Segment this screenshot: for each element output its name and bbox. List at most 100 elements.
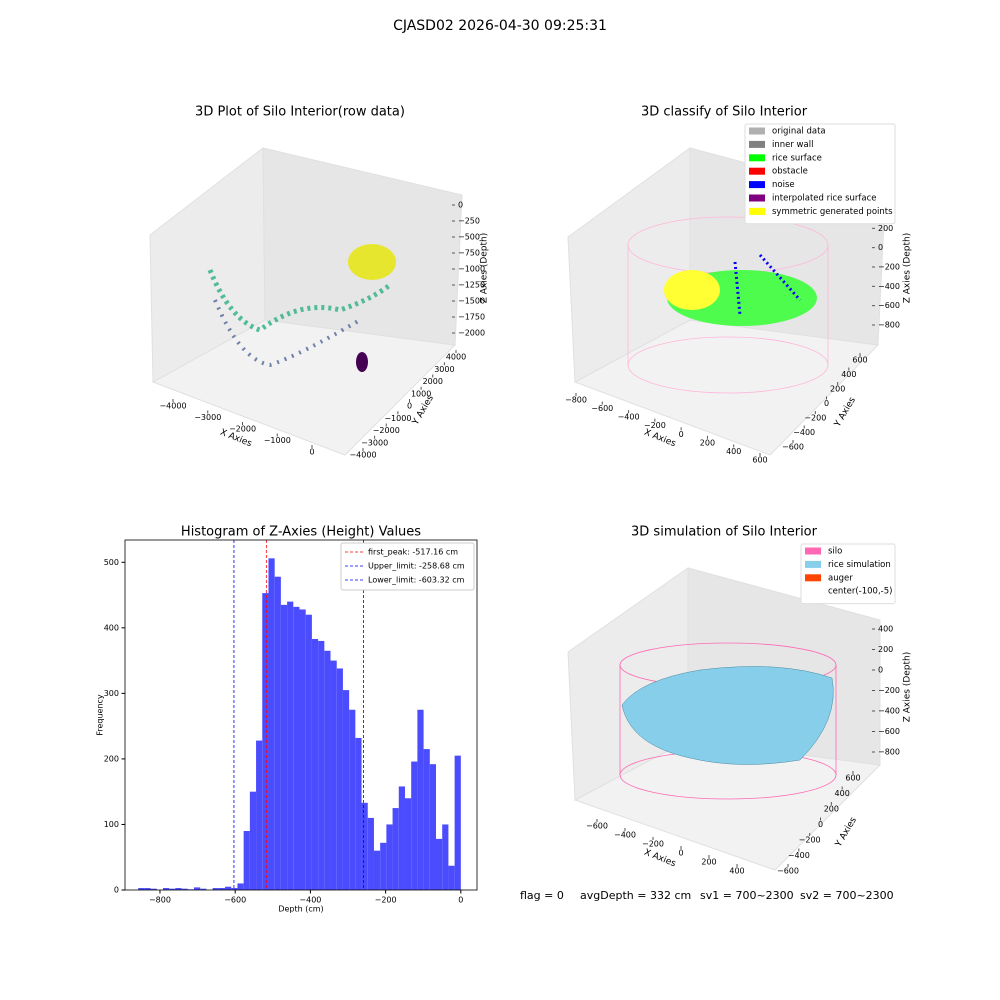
histogram-bar bbox=[194, 887, 201, 890]
z-tick-label: −800 bbox=[878, 748, 900, 757]
histogram-bar bbox=[392, 808, 399, 890]
histogram-bar bbox=[436, 838, 443, 890]
z-tick-label: −250 bbox=[458, 217, 480, 226]
histogram-bar bbox=[243, 831, 250, 890]
histogram-bar bbox=[162, 888, 170, 890]
x-tick-label: −3000 bbox=[194, 413, 221, 422]
x-tick-label: −400 bbox=[614, 831, 636, 840]
y-tick-label: 0 bbox=[824, 399, 829, 408]
legend-swatch bbox=[749, 181, 765, 189]
x-tick-label: 0 bbox=[458, 896, 463, 905]
x-tick-label: −800 bbox=[565, 396, 587, 405]
histogram-bar bbox=[138, 888, 145, 890]
y-axis-label: Y Axies bbox=[833, 815, 859, 849]
z-tick-label: −400 bbox=[878, 707, 900, 716]
histogram-bar bbox=[181, 888, 188, 890]
legend-swatch bbox=[749, 127, 765, 135]
legend-label: center(-100,-5) bbox=[828, 587, 892, 597]
x-tick-label: −400 bbox=[299, 896, 321, 905]
footer-text: avgDepth = 332 cm bbox=[580, 889, 691, 902]
histogram-bar bbox=[361, 802, 368, 890]
histogram-bar bbox=[212, 888, 219, 890]
histogram-bar bbox=[305, 614, 312, 890]
legend-label: Lower_limit: -603.32 cm bbox=[368, 576, 465, 585]
footer-text: sv2 = 700~2300 bbox=[800, 889, 894, 902]
z-axis-label: Z Axies (Depth) bbox=[480, 233, 490, 304]
histogram-bar bbox=[398, 786, 405, 890]
legend-swatch bbox=[805, 560, 821, 568]
histogram-bar bbox=[355, 737, 362, 890]
z-axis-label: Z Axies (Depth) bbox=[903, 652, 913, 723]
y-axis-label: Frequency bbox=[96, 694, 105, 736]
y-tick-label: 400 bbox=[835, 789, 850, 798]
y-tick-label: 100 bbox=[104, 820, 119, 829]
z-tick-label: −500 bbox=[458, 233, 480, 242]
histogram-bar bbox=[380, 842, 387, 890]
histogram-bar bbox=[404, 798, 412, 890]
histogram-bar bbox=[231, 888, 238, 890]
legend-label: obstacle bbox=[772, 167, 808, 177]
x-tick-label: −600 bbox=[224, 896, 246, 905]
legend-box bbox=[800, 543, 896, 605]
y-tick-label: 200 bbox=[824, 805, 839, 814]
histogram-bar bbox=[448, 865, 455, 890]
histogram-bar bbox=[249, 791, 257, 890]
histogram-bar bbox=[417, 709, 424, 890]
z-tick-label: −1750 bbox=[458, 313, 485, 322]
y-tick-label: −2000 bbox=[373, 426, 400, 435]
legend-label: Upper_limit: -258.68 cm bbox=[368, 562, 465, 571]
x-tick-label: −200 bbox=[375, 896, 397, 905]
x-tick-label: 400 bbox=[729, 867, 744, 876]
z-tick-label: 0 bbox=[878, 666, 883, 675]
histogram-bar bbox=[268, 558, 275, 890]
z-tick-label: −750 bbox=[458, 249, 480, 258]
histogram-bar bbox=[169, 888, 176, 890]
y-tick-label: 300 bbox=[104, 689, 119, 698]
z-tick-label: −1000 bbox=[458, 265, 485, 274]
legend-swatch bbox=[805, 574, 821, 582]
x-tick-label: 200 bbox=[700, 438, 715, 447]
x-axis-label: X Axies bbox=[643, 428, 678, 450]
x-tick-label: −200 bbox=[644, 421, 666, 430]
x-tick-label: 0 bbox=[309, 448, 314, 457]
y-axis-label: Y Axies bbox=[410, 393, 436, 427]
y-tick-label: −3000 bbox=[361, 438, 388, 447]
histogram-bar bbox=[454, 755, 461, 890]
z-tick-label: −1500 bbox=[458, 297, 485, 306]
z-tick-label: 400 bbox=[878, 625, 893, 634]
histogram-bar bbox=[423, 749, 430, 890]
footer-text: sv1 = 700~2300 bbox=[700, 889, 794, 902]
chart-title: 3D Plot of Silo Interior(row data) bbox=[195, 105, 405, 120]
legend-swatch bbox=[749, 167, 765, 175]
y-tick-label: 1000 bbox=[411, 389, 431, 398]
x-tick-label: 0 bbox=[679, 430, 684, 439]
histogram-bar bbox=[262, 593, 269, 890]
legend-label: original data bbox=[772, 127, 826, 137]
x-tick-label: −2000 bbox=[229, 425, 256, 434]
x-axis-label: X Axies bbox=[643, 848, 678, 870]
legend-label: noise bbox=[772, 180, 795, 190]
axes-3d bbox=[149, 146, 463, 456]
z-tick-label: −200 bbox=[878, 263, 900, 272]
x-tick-label: −600 bbox=[591, 404, 613, 413]
legend-label: first_peak: -517.16 cm bbox=[368, 548, 458, 557]
y-tick-label: 0 bbox=[818, 820, 823, 829]
histogram-bar bbox=[336, 668, 343, 890]
histogram-bar bbox=[287, 601, 294, 890]
y-tick-label: 0 bbox=[114, 886, 119, 895]
y-tick-label: 0 bbox=[407, 402, 412, 411]
histogram-bar bbox=[274, 576, 281, 890]
y-tick-label: 3000 bbox=[434, 365, 454, 374]
y-tick-label: 600 bbox=[845, 774, 860, 783]
z-tick-label: 200 bbox=[878, 224, 893, 233]
y-tick-label: −4000 bbox=[349, 451, 376, 460]
figure-title: CJASD02 2026-04-30 09:25:31 bbox=[393, 18, 607, 34]
histogram-bar bbox=[442, 824, 449, 890]
histogram-bar bbox=[218, 888, 226, 890]
y-tick-label: −600 bbox=[777, 867, 799, 876]
histogram-bar bbox=[256, 740, 263, 890]
legend-label: symmetric generated points bbox=[772, 207, 893, 217]
z-tick-label: 0 bbox=[458, 201, 463, 210]
z-tick-label: −600 bbox=[878, 727, 900, 736]
legend-label: rice surface bbox=[772, 153, 822, 163]
